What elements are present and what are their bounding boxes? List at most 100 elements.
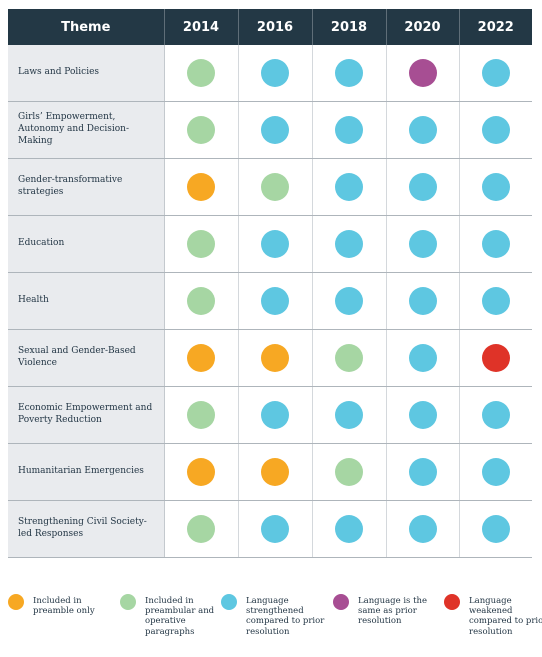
status-dot-strengthened [335, 287, 363, 315]
status-cell [312, 329, 387, 387]
status-cell [386, 272, 460, 330]
legend: Included in preamble only Included in pre… [8, 594, 542, 646]
header-row: Theme 2014 2016 2018 2020 2022 [8, 9, 532, 45]
status-dot-strengthened [481, 458, 510, 486]
status-cell [164, 45, 239, 102]
status-cell [312, 386, 387, 444]
legend-swatch-preamble [8, 594, 24, 610]
status-dot-strengthened [335, 59, 363, 87]
status-cell [386, 45, 460, 102]
status-dot-operative [187, 401, 215, 429]
status-cell [459, 101, 532, 159]
status-dot-strengthened [408, 458, 437, 486]
status-cell [164, 329, 239, 387]
header-year-2018: 2018 [312, 9, 387, 45]
status-cell [386, 386, 460, 444]
status-cell [312, 272, 387, 330]
status-dot-strengthened [481, 116, 510, 144]
status-dot-strengthened [408, 116, 437, 144]
status-dot-strengthened [335, 515, 363, 543]
status-dot-strengthened [481, 173, 510, 201]
status-dot-strengthened [335, 116, 363, 144]
header-theme: Theme [8, 9, 165, 45]
status-dot-operative [261, 173, 289, 201]
status-dot-strengthened [335, 401, 363, 429]
legend-swatch-same [333, 594, 349, 610]
status-cell [312, 443, 387, 501]
status-dot-strengthened [481, 287, 510, 315]
status-cell [164, 386, 239, 444]
status-cell [459, 45, 532, 102]
header-year-2016: 2016 [238, 9, 313, 45]
status-dot-strengthened [261, 116, 289, 144]
legend-label: Language is the same as prior resolution [358, 596, 428, 627]
status-dot-operative [335, 458, 363, 486]
status-dot-strengthened [481, 59, 510, 87]
theme-label: Laws and Policies [8, 45, 165, 102]
status-dot-strengthened [481, 515, 510, 543]
status-dot-strengthened [261, 515, 289, 543]
status-cell [238, 443, 313, 501]
status-dot-strengthened [261, 287, 289, 315]
table-row: Health [8, 272, 532, 330]
legend-label: Included in preamble only [33, 596, 95, 617]
theme-label: Girls’ Empowerment, Autonomy and Decisio… [8, 101, 165, 159]
status-cell [459, 272, 532, 330]
status-dot-strengthened [335, 230, 363, 258]
theme-label: Humanitarian Emergencies [8, 443, 165, 501]
table-header: Theme 2014 2016 2018 2020 2022 [8, 9, 532, 45]
status-dot-operative [187, 515, 215, 543]
status-dot-preamble [187, 458, 215, 486]
status-cell [164, 500, 239, 558]
status-cell [459, 443, 532, 501]
status-dot-strengthened [261, 230, 289, 258]
status-dot-preamble [187, 344, 215, 372]
status-cell [386, 215, 460, 273]
resolution-themes-table: Theme 2014 2016 2018 2020 2022 Laws and … [8, 9, 532, 558]
status-dot-operative [187, 230, 215, 258]
status-cell [386, 443, 460, 501]
table-row: Girls’ Empowerment, Autonomy and Decisio… [8, 101, 532, 159]
theme-label: Gender-transformative strategies [8, 158, 165, 216]
header-year-2014: 2014 [164, 9, 239, 45]
legend-swatch-weakened [444, 594, 460, 610]
table-row: Sexual and Gender-Based Violence [8, 329, 532, 387]
table-body: Laws and Policies Girls’ Empowerment, Aut… [8, 45, 532, 558]
status-cell [238, 272, 313, 330]
status-cell [238, 329, 313, 387]
status-cell [312, 101, 387, 159]
table-row: Education [8, 215, 532, 273]
status-cell [164, 158, 239, 216]
status-dot-operative [187, 59, 215, 87]
theme-label: Economic Empowerment and Poverty Reducti… [8, 386, 165, 444]
status-cell [459, 500, 532, 558]
status-cell [386, 158, 460, 216]
status-cell [312, 500, 387, 558]
status-cell [386, 329, 460, 387]
status-dot-strengthened [335, 173, 363, 201]
legend-label: Language strengthened compared to prior … [246, 596, 325, 637]
status-dot-strengthened [481, 230, 510, 258]
table-row: Economic Empowerment and Poverty Reducti… [8, 386, 532, 444]
status-cell [238, 215, 313, 273]
status-cell [164, 443, 239, 501]
header-year-2020: 2020 [386, 9, 460, 45]
status-cell [238, 45, 313, 102]
legend-swatch-strengthened [221, 594, 237, 610]
status-cell [164, 101, 239, 159]
status-dot-preamble [261, 344, 289, 372]
status-dot-same [408, 59, 437, 87]
status-dot-strengthened [408, 230, 437, 258]
status-cell [312, 45, 387, 102]
status-cell [386, 101, 460, 159]
status-cell [459, 158, 532, 216]
status-dot-strengthened [261, 59, 289, 87]
status-cell [312, 158, 387, 216]
table-row: Laws and Policies [8, 45, 532, 102]
theme-label: Education [8, 215, 165, 273]
status-dot-strengthened [408, 344, 437, 372]
status-dot-strengthened [408, 287, 437, 315]
status-cell [238, 386, 313, 444]
table-row: Humanitarian Emergencies [8, 443, 532, 501]
status-dot-strengthened [408, 515, 437, 543]
